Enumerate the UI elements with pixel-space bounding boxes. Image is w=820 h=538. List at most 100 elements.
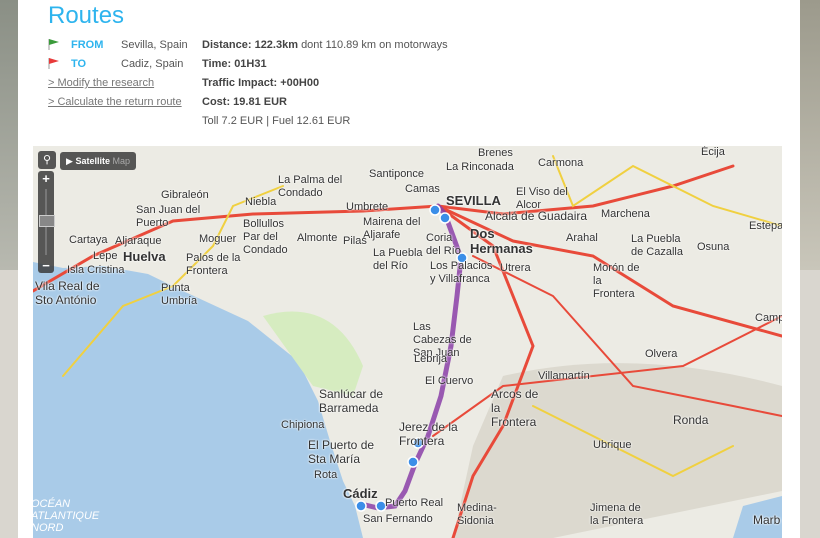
return-route-link[interactable]: > Calculate the return route — [48, 96, 182, 108]
city-label: Jimena de la Frontera — [590, 502, 644, 527]
road-yellow-3 — [552, 155, 782, 227]
city-label: Bollullos Par del Condado — [243, 218, 288, 256]
city-label: Estepa — [749, 220, 782, 232]
city-label: Arahal — [566, 232, 598, 244]
page-title: Routes — [48, 2, 125, 29]
city-label: Huelva — [123, 249, 166, 264]
traffic-impact: Traffic Impact: +00H00 — [202, 77, 320, 89]
city-label: Las Cabezas de San Juan — [413, 321, 472, 359]
route-marker — [412, 437, 424, 449]
city-label: Mairena del Aljarafe — [363, 216, 421, 241]
city-label: Almonte — [297, 232, 338, 244]
city-label: La Puebla del Río — [373, 247, 423, 272]
city-label: La Palma del Condado — [278, 174, 343, 199]
city-label: Cartaya — [69, 234, 108, 246]
city-label: Aljaraque — [115, 235, 162, 247]
cost: Cost: 19.81 EUR — [202, 96, 287, 108]
city-label: Sanlúcar de Barrameda — [319, 387, 384, 415]
city-label: Punta Umbría — [161, 282, 198, 307]
city-label: Los Palacios y Villafranca — [430, 260, 493, 285]
city-label: SEVILLA — [446, 193, 501, 208]
city-label: Écija — [701, 146, 725, 158]
city-label: Lebrija — [414, 353, 448, 365]
city-label: Ronda — [673, 413, 709, 427]
city-label: La Puebla de Cazalla — [631, 233, 683, 258]
route-marker — [456, 252, 468, 264]
city-label: Cádiz — [343, 486, 378, 501]
road-e1 — [33, 164, 735, 293]
to-value: Cadiz, Spain — [121, 58, 184, 70]
city-label: Lepe — [93, 250, 118, 262]
wetlands — [263, 311, 363, 396]
city-label: La Rinconada — [446, 161, 514, 173]
city-label: Coria del Río — [426, 232, 461, 257]
city-label: Moguer — [199, 233, 237, 245]
city-label: Rota — [314, 469, 338, 481]
city-label: Medina-Sidonia — [457, 502, 497, 527]
city-label: Campi — [755, 312, 782, 324]
to-label: TO — [71, 58, 87, 70]
city-label: Alcalá de Guadaira — [485, 209, 588, 223]
zoom-out-button[interactable]: − — [42, 258, 50, 273]
city-label: Marchena — [601, 208, 650, 220]
background-right — [800, 0, 820, 270]
city-label: Arcos de la Frontera — [491, 387, 539, 429]
zoom-in-button[interactable]: + — [42, 171, 50, 186]
map-search-button[interactable]: ⚲ — [38, 151, 56, 169]
city-label: Ubrique — [593, 439, 632, 451]
city-label: Camas — [405, 183, 440, 195]
city-label: Niebla — [245, 196, 277, 208]
city-label: Osuna — [697, 241, 730, 253]
green-flag-icon — [48, 39, 59, 50]
city-label: Olvera — [645, 348, 678, 360]
city-label: Vila Real de Sto António — [35, 279, 100, 307]
city-label: El Cuervo — [425, 375, 474, 387]
map-canvas — [33, 155, 782, 538]
zoom-control: + − — [38, 171, 55, 273]
zoom-slider-handle[interactable] — [39, 215, 55, 227]
road-yellow-1 — [62, 185, 284, 377]
city-label: Carmona — [538, 157, 584, 169]
red-flag-icon — [48, 58, 59, 69]
route-marker — [439, 212, 451, 224]
route-map[interactable]: SEVILLA Huelva Cádiz Dos Hermanas Brenes… — [33, 146, 782, 538]
city-label: Umbrete — [346, 201, 389, 213]
map-type-toggle[interactable]: ▶ Satellite Map — [60, 152, 136, 170]
city-label: San Fernando — [363, 513, 433, 525]
distance-value: Distance: 122.3km — [202, 39, 298, 51]
route-marker — [429, 204, 441, 216]
city-label: Utrera — [500, 262, 531, 274]
distance-detail: dont 110.89 km on motorways — [301, 39, 448, 51]
sea — [33, 262, 363, 538]
city-label: Villamartín — [538, 370, 590, 382]
background-left — [0, 0, 18, 270]
city-label: Morón de la Frontera — [593, 262, 640, 300]
route-marker — [355, 500, 367, 512]
route-line — [358, 203, 464, 511]
play-icon: ▶ — [66, 156, 73, 166]
satellite-button[interactable]: Satellite — [75, 156, 110, 166]
city-label: El Puerto de Sta María — [308, 438, 375, 466]
city-label: Brenes — [478, 147, 513, 159]
sea-label: OCÉAN ATLANTIQUE NORD — [33, 498, 100, 534]
distance: Distance: 122.3km dont 110.89 km on moto… — [202, 39, 448, 51]
city-label: Puerto Real — [385, 497, 444, 509]
road-a4 — [436, 204, 535, 538]
road-a382 — [432, 315, 782, 437]
modify-research-link[interactable]: > Modify the research — [48, 77, 155, 89]
magnifier-icon: ⚲ — [42, 154, 52, 166]
city-label: Isla Cristina — [67, 264, 125, 276]
city-label: Dos Hermanas — [470, 226, 533, 256]
city-label: Chipiona — [281, 419, 325, 431]
sea-right — [733, 496, 782, 538]
road-a376 — [472, 255, 782, 417]
map-button[interactable]: Map — [112, 156, 130, 166]
city-label: Pilas — [343, 235, 367, 247]
city-label: Jerez de la Frontera — [399, 420, 458, 448]
city-label: El Viso del Alcor — [516, 186, 568, 211]
city-label: Gibraleón — [161, 189, 209, 201]
cost-detail: Toll 7.2 EUR | Fuel 12.61 EUR — [202, 115, 351, 127]
from-label: FROM — [71, 39, 104, 51]
route-marker — [375, 500, 387, 512]
city-label: San Juan del Puerto — [136, 204, 201, 229]
